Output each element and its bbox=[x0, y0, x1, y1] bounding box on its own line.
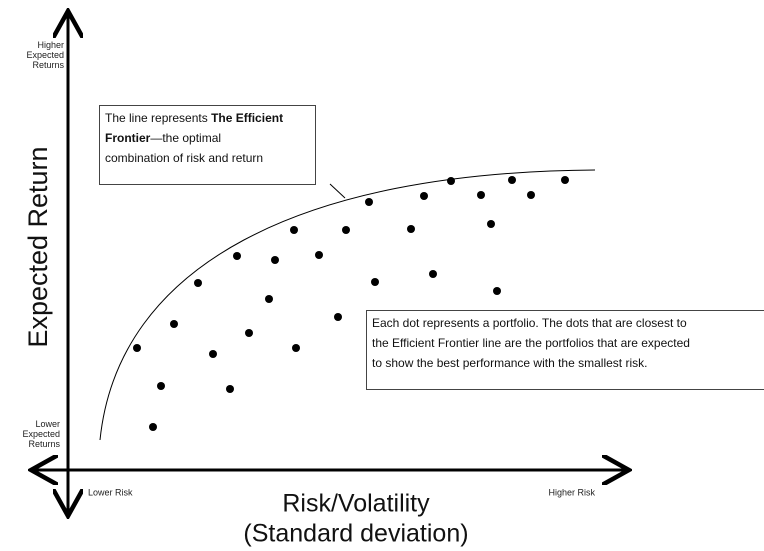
y-top-label: Higher Expected Returns bbox=[4, 40, 64, 70]
dots-callout: Each dot represents a portfolio. The dot… bbox=[366, 310, 764, 390]
frontier-callout: The line represents The Efficient Frontie… bbox=[99, 105, 316, 185]
label-line: Returns bbox=[32, 60, 64, 70]
leader-line bbox=[329, 183, 346, 199]
label-line: Higher bbox=[37, 40, 64, 50]
x-right-label: Higher Risk bbox=[548, 487, 595, 497]
label-line: Expected bbox=[22, 429, 60, 439]
bold-text: Frontier bbox=[105, 131, 151, 145]
callout-line: the Efficient Frontier line are the port… bbox=[372, 336, 690, 350]
text: combination of risk and return bbox=[105, 151, 264, 165]
efficient-frontier bbox=[99, 169, 596, 441]
x-axis-title: Risk/Volatility bbox=[282, 490, 430, 518]
callout-line: Each dot represents a portfolio. The dot… bbox=[372, 316, 687, 330]
bold-text: The Efficient bbox=[211, 111, 284, 125]
y-bottom-label: Lower Expected Returns bbox=[0, 419, 60, 449]
y-axis-title: Expected Return bbox=[23, 146, 53, 347]
x-left-label: Lower Risk bbox=[88, 487, 133, 497]
callout-line: Frontier—the optimal bbox=[105, 128, 310, 148]
callout-line: to show the best performance with the sm… bbox=[372, 356, 648, 370]
callout-line: The line represents The Efficient bbox=[105, 108, 310, 128]
dots bbox=[133, 176, 569, 431]
label-line: Lower bbox=[35, 419, 60, 429]
text: The line represents bbox=[105, 111, 212, 125]
callout-line: combination of risk and return bbox=[105, 148, 310, 168]
text: —the optimal bbox=[150, 131, 222, 145]
label-line: Expected bbox=[26, 50, 64, 60]
label-line: Returns bbox=[28, 439, 60, 449]
x-axis-title: (Standard deviation) bbox=[243, 520, 468, 548]
